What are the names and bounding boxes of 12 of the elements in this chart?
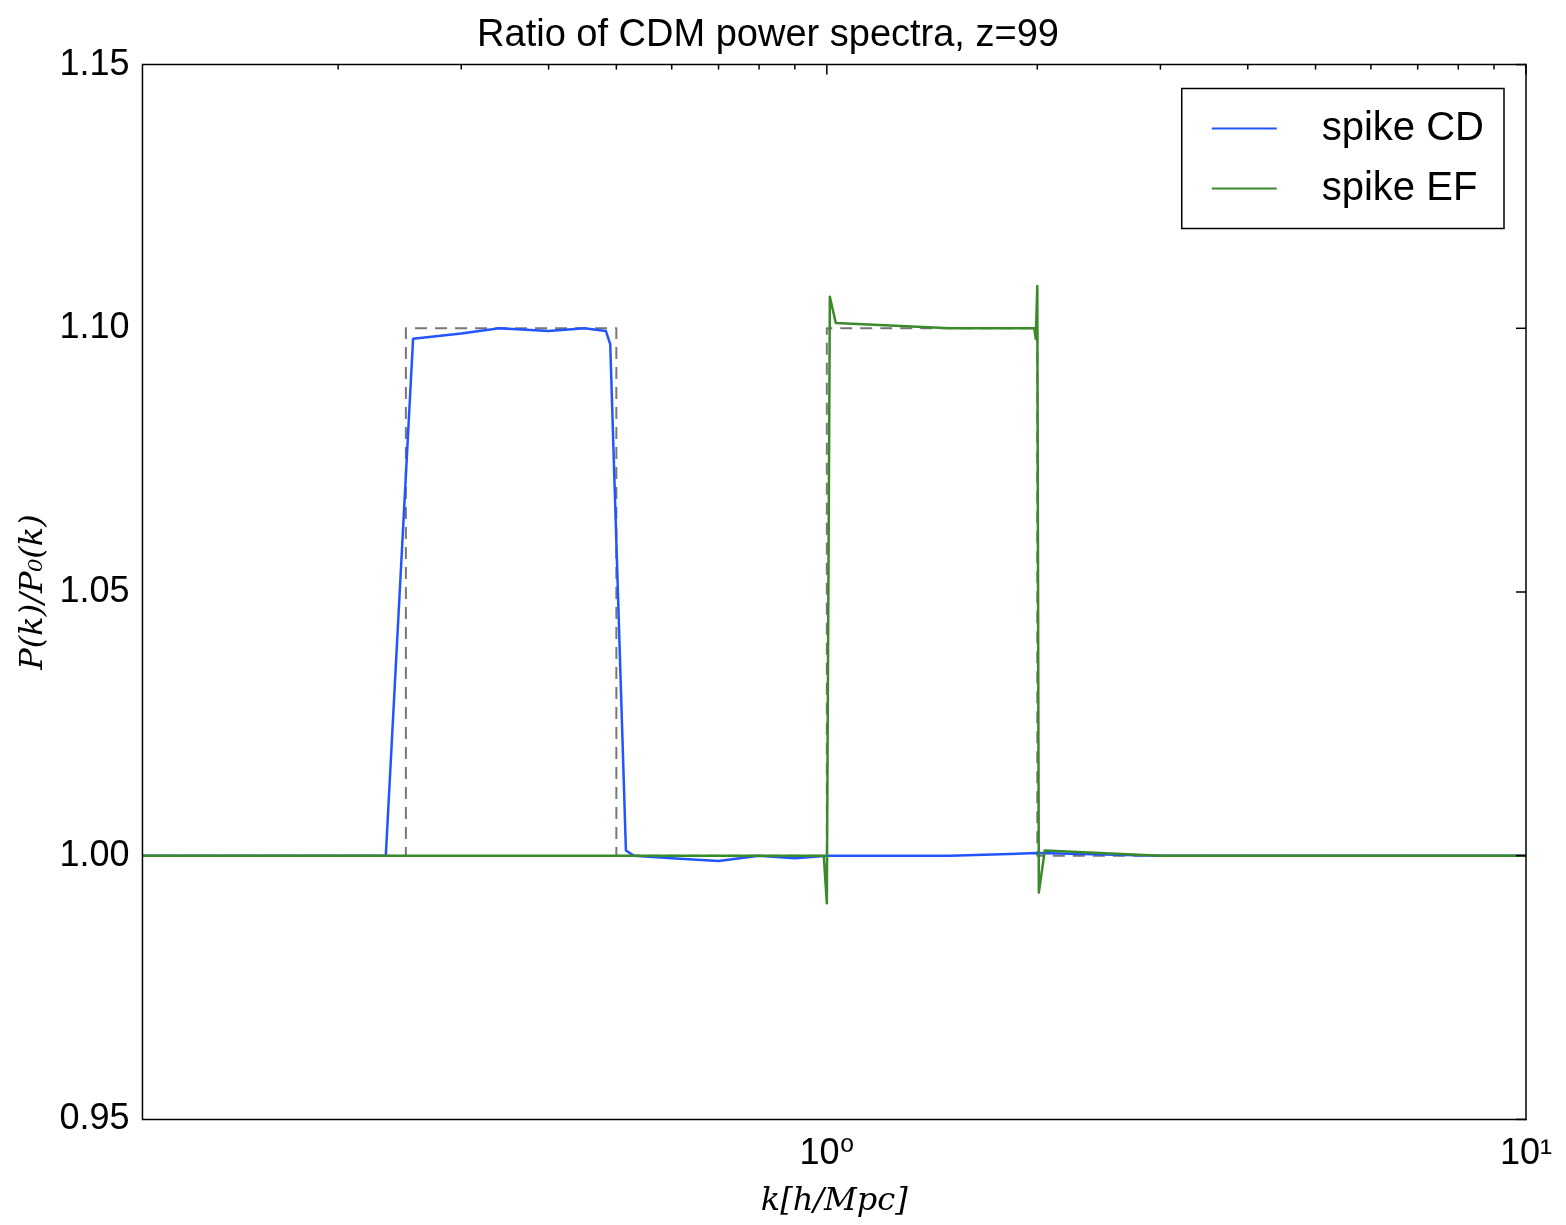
legend-label: spike CD bbox=[1321, 103, 1484, 148]
y-axis-title: P(k)/P₀(k) bbox=[11, 514, 50, 671]
y-tick-label: 1.15 bbox=[59, 41, 130, 83]
y-tick-label: 1.10 bbox=[59, 305, 130, 347]
x-tick-label: 10⁰ bbox=[799, 1130, 855, 1172]
x-axis-title: k[h/Mpc] bbox=[760, 1180, 909, 1219]
y-tick-label: 0.95 bbox=[59, 1096, 130, 1138]
y-tick-label: 1.00 bbox=[59, 832, 130, 874]
legend-label: spike EF bbox=[1321, 163, 1478, 208]
y-tick-label: 1.05 bbox=[59, 568, 130, 610]
chart-title: Ratio of CDM power spectra, z=99 bbox=[477, 12, 1059, 55]
x-tick-label: 10¹ bbox=[1499, 1130, 1553, 1172]
